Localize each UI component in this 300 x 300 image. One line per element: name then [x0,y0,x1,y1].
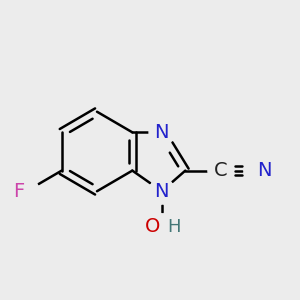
Circle shape [149,178,175,204]
Text: O: O [145,217,160,236]
Text: N: N [154,123,169,142]
Circle shape [244,159,268,183]
Text: C: C [214,161,227,180]
Text: H: H [168,218,181,236]
Text: N: N [257,161,272,180]
Circle shape [208,158,233,183]
Text: N: N [154,182,169,201]
Text: F: F [14,182,25,201]
Circle shape [149,120,175,145]
Circle shape [14,178,39,204]
Circle shape [209,159,233,183]
Circle shape [149,214,175,239]
